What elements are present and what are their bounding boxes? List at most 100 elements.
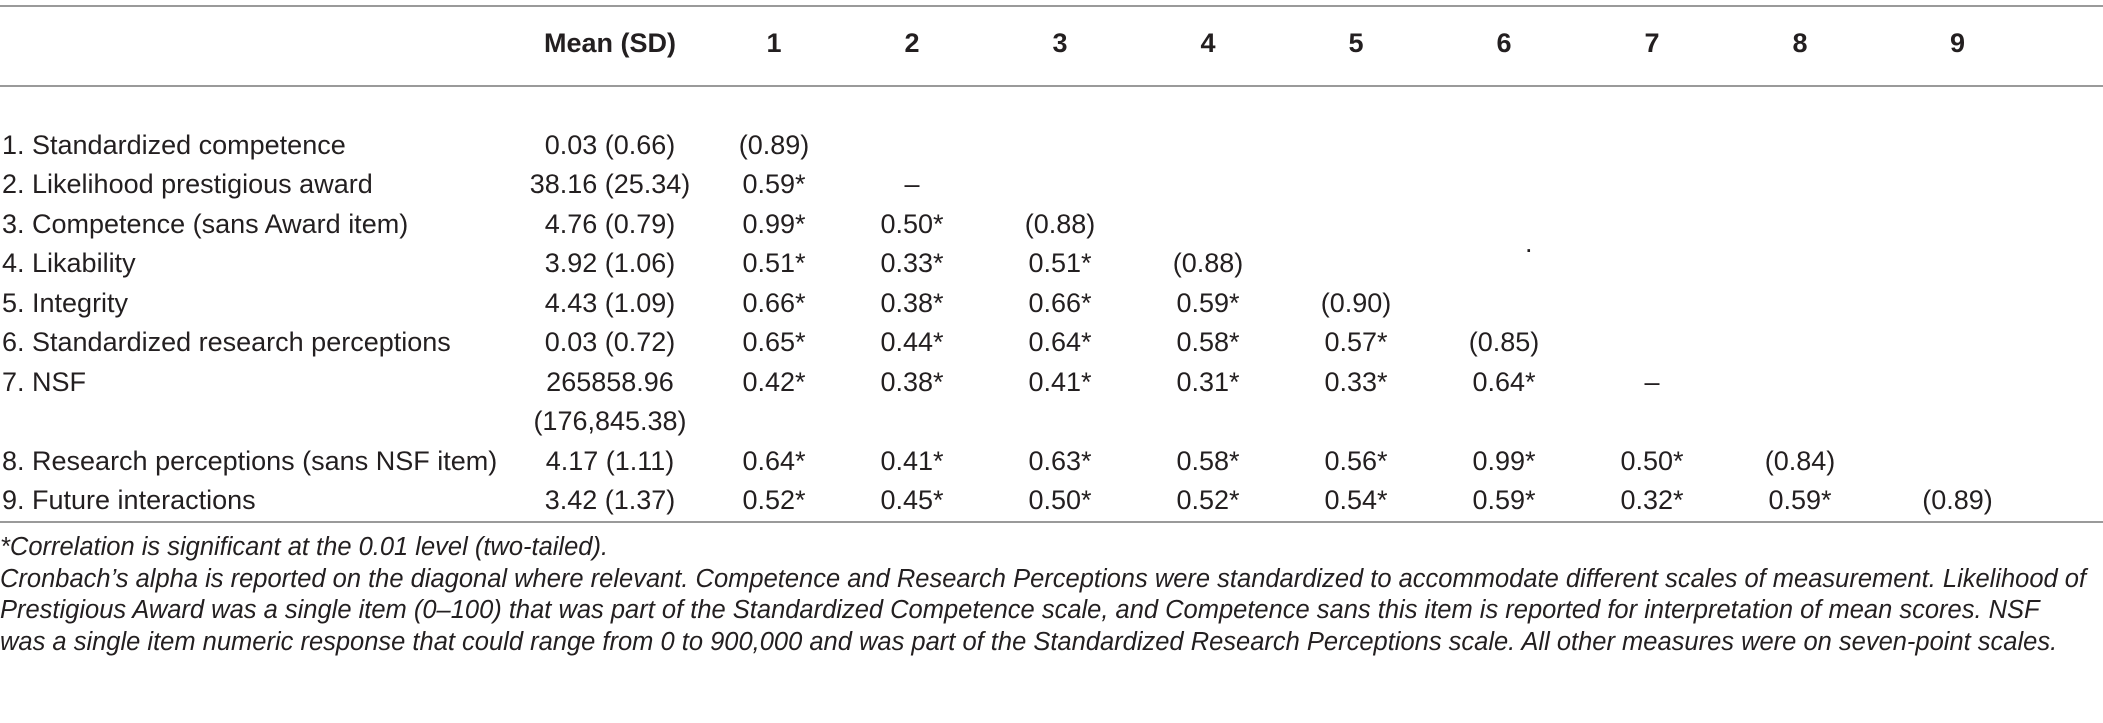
correlation-cell: 0.33* — [1324, 366, 1388, 397]
table-row: 2. Likelihood prestigious award 38.16 (25… — [0, 165, 2041, 205]
correlation-cell: – — [1644, 366, 1660, 397]
correlation-cell: 0.99* — [1472, 445, 1536, 476]
correlation-cell — [1578, 205, 1726, 245]
correlation-cell — [1726, 205, 1874, 245]
correlation-cell: 0.50* — [1620, 445, 1684, 476]
correlation-cell — [1726, 165, 1874, 205]
mean-sd-value: 0.03 (0.66) — [544, 129, 676, 160]
correlation-cell: 0.44* — [880, 327, 944, 357]
correlation-cell — [1874, 205, 2041, 245]
correlation-cell: (0.88) — [1024, 208, 1096, 239]
correlation-cell: 0.38* — [880, 366, 944, 397]
correlation-cell — [1134, 205, 1282, 245]
table-row: 5. Integrity 4.43 (1.09) 0.66* 0.38* 0.66* 0.… — [0, 284, 2041, 324]
correlation-cell — [1874, 126, 2041, 166]
correlation-cell — [1578, 165, 1726, 205]
stray-mark: . — [1525, 228, 1533, 258]
mean-sd-value: 3.92 (1.06) — [544, 248, 676, 278]
correlation-cell — [1726, 284, 1874, 324]
mean-sd-value: 265858.96 — [546, 366, 674, 397]
correlation-cell: – — [904, 169, 920, 199]
correlation-cell: 0.45* — [880, 485, 944, 515]
correlation-cell — [1578, 126, 1726, 166]
alpha-note: Cronbach’s alpha is reported on the diag… — [0, 564, 2087, 656]
table-row: 9. Future interactions 3.42 (1.37) 0.52* 0.… — [0, 481, 2041, 521]
correlation-cell — [1282, 205, 1430, 245]
mean-sd-value: 4.17 (1.11) — [545, 445, 675, 476]
mean-sd-cell: 0.03 (0.72) — [510, 323, 710, 363]
correlation-cell — [1726, 244, 1874, 284]
correlation-cell: 0.57* — [1324, 327, 1388, 357]
header-cell: 5 — [1348, 28, 1364, 58]
correlation-cell: 0.59* — [1176, 287, 1240, 318]
variable-label: 9. Future interactions — [2, 485, 256, 515]
header-cell: 9 — [1949, 28, 1966, 58]
correlation-cell — [1430, 244, 1578, 284]
correlation-cell: 0.56* — [1324, 445, 1388, 476]
header-cell: 7 — [1644, 28, 1660, 58]
correlation-cell — [1726, 363, 1874, 442]
correlation-cell: (0.84) — [1764, 445, 1836, 476]
table-header-row: Mean (SD) 1 2 3 4 5 6 7 8 9 — [0, 18, 2041, 86]
correlation-cell: 0.58* — [1176, 327, 1240, 357]
header-cell — [0, 18, 510, 86]
correlation-cell — [1134, 165, 1282, 205]
table-row: 4. Likability 3.92 (1.06) 0.51* 0.33* 0.51* (… — [0, 244, 2041, 284]
variable-label: 3. Competence (sans Award item) — [2, 208, 409, 239]
correlation-cell: 0.59* — [742, 169, 806, 199]
mean-sd-value: 3.42 (1.37) — [544, 485, 676, 515]
correlation-cell: 0.31* — [1176, 366, 1240, 397]
correlation-cell — [986, 165, 1134, 205]
correlation-cell: 0.32* — [1620, 485, 1684, 515]
correlation-cell: 0.65* — [742, 327, 806, 357]
table-body: 1. Standardized competence 0.03 (0.66) (0.… — [0, 86, 2041, 521]
correlation-cell: 0.41* — [1028, 366, 1092, 397]
variable-label: 7. NSF — [2, 366, 87, 397]
variable-label: 8. Research perceptions (sans NSF item) — [2, 445, 498, 476]
correlation-cell — [1578, 244, 1726, 284]
correlation-cell: 0.99* — [742, 208, 806, 239]
mean-sd-cell: 4.43 (1.09) — [510, 284, 710, 324]
mean-sd-value: 38.16 (25.34) — [529, 169, 691, 199]
correlation-cell — [1282, 126, 1430, 166]
header-cell: 6 — [1496, 28, 1512, 58]
correlation-cell — [1430, 165, 1578, 205]
variable-label: 5. Integrity — [2, 287, 129, 318]
correlation-cell: 0.64* — [1472, 366, 1536, 397]
header-rule — [0, 85, 2103, 87]
correlation-cell — [838, 126, 986, 166]
variable-label: 6. Standardized research perceptions — [2, 327, 451, 357]
correlation-cell — [986, 126, 1134, 166]
mean-sd-cell: 4.17 (1.11) — [510, 442, 710, 482]
correlation-cell — [1430, 284, 1578, 324]
correlation-cell: 0.59* — [1472, 485, 1536, 515]
correlation-cell: 0.51* — [742, 248, 806, 278]
correlation-cell — [1726, 323, 1874, 363]
correlation-cell: 0.63* — [1028, 445, 1092, 476]
variable-label: 4. Likability — [2, 248, 136, 278]
correlation-cell — [1726, 126, 1874, 166]
header-cell: Mean (SD) — [543, 28, 676, 58]
correlation-cell: 0.42* — [742, 366, 806, 397]
correlation-cell: 0.41* — [880, 445, 944, 476]
correlation-cell: (0.90) — [1320, 287, 1392, 318]
correlation-cell: (0.89) — [738, 129, 810, 160]
spacer-row — [0, 86, 2041, 126]
correlation-cell: 0.64* — [1028, 327, 1092, 357]
table-row: 1. Standardized competence 0.03 (0.66) (0.… — [0, 126, 2041, 166]
mean-sd-cell: 0.03 (0.66) — [510, 126, 710, 166]
significance-note: *Correlation is significant at the 0.01 … — [0, 533, 609, 561]
correlation-table: Mean (SD) 1 2 3 4 5 6 7 8 9 1. Standardi… — [0, 18, 2041, 521]
header-cell: 1 — [766, 28, 782, 58]
correlation-cell — [1874, 323, 2041, 363]
header-cell: 3 — [1052, 28, 1068, 58]
correlation-cell: (0.88) — [1172, 248, 1244, 278]
mean-sd-value: 4.76 (0.79) — [544, 208, 676, 239]
variable-label: 2. Likelihood prestigious award — [2, 169, 373, 199]
header-cell: 8 — [1792, 28, 1808, 58]
table-row: 7. NSF 265858.96 (176,845.38) 0.42* 0.38* 0.4… — [0, 363, 2041, 442]
table-row: 6. Standardized research perceptions 0.03… — [0, 323, 2041, 363]
header-cell: 4 — [1200, 28, 1216, 58]
mean-sd-cell: 3.92 (1.06) — [510, 244, 710, 284]
correlation-cell — [1134, 126, 1282, 166]
